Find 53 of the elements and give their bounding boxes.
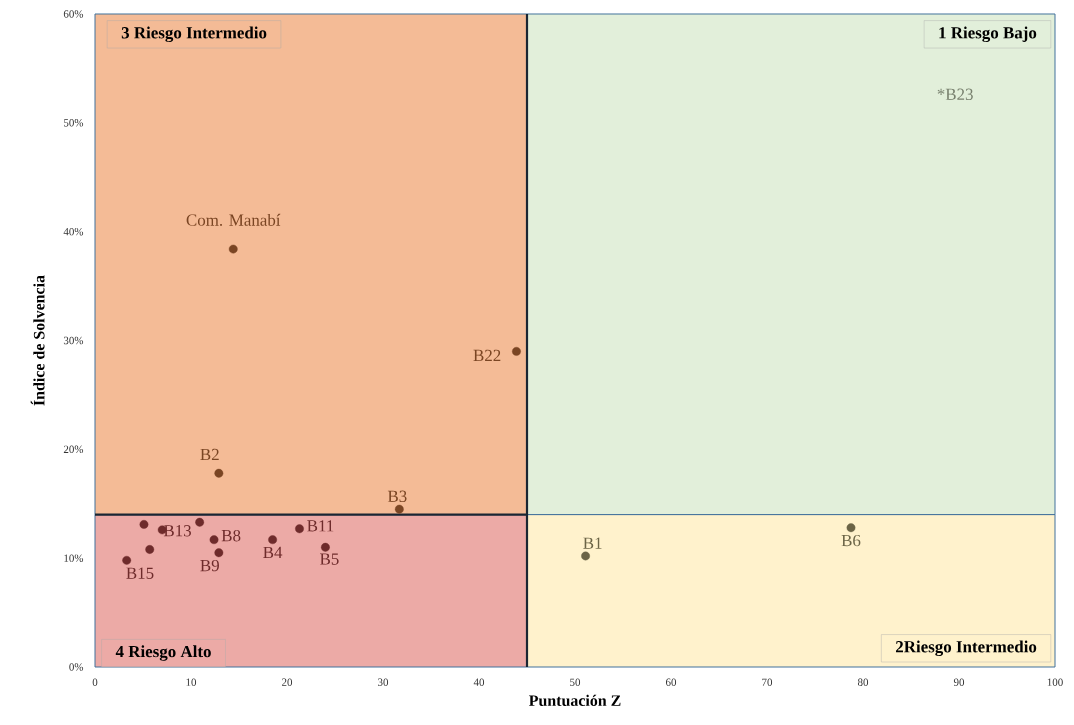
y-tick-label: 40% bbox=[63, 227, 84, 236]
x-tick-label: 70 bbox=[762, 678, 773, 686]
x-tick-label: 30 bbox=[378, 678, 389, 686]
x-tick-label: 100 bbox=[1047, 678, 1063, 686]
data-label: B3 bbox=[387, 490, 407, 502]
x-tick-label: 60 bbox=[666, 678, 677, 686]
point bbox=[145, 545, 155, 554]
data-label: B15 bbox=[126, 567, 154, 579]
y-tick-label: 20% bbox=[63, 445, 84, 454]
band-label: 4 Riesgo Alto bbox=[115, 645, 211, 661]
point bbox=[321, 542, 330, 552]
data-label: B5 bbox=[320, 553, 339, 565]
x-tick-label: 20 bbox=[282, 678, 293, 686]
y-axis-title: Índice de Solvencia bbox=[30, 275, 45, 406]
point bbox=[228, 244, 238, 254]
data-label: B22 bbox=[473, 349, 501, 362]
point bbox=[581, 551, 590, 561]
data-label: B2 bbox=[200, 448, 219, 461]
x-tick-label: 40 bbox=[473, 678, 485, 686]
data-label: B9 bbox=[200, 559, 219, 572]
data-label: B11 bbox=[307, 520, 334, 532]
point bbox=[214, 548, 224, 558]
point bbox=[139, 520, 149, 529]
point bbox=[214, 468, 224, 478]
y-tick-label: 10% bbox=[64, 554, 84, 562]
y-tick-label: 30% bbox=[63, 336, 84, 345]
data-label: B6 bbox=[841, 534, 861, 547]
point bbox=[268, 535, 277, 545]
band-label: 1 Riesgo Bajo bbox=[939, 26, 1037, 43]
point bbox=[512, 347, 521, 356]
band-label: 2Riesgo Intermedio bbox=[895, 640, 1037, 657]
annotation: *B23 bbox=[937, 88, 973, 101]
data-label: Com. Manabí bbox=[186, 213, 281, 226]
x-axis-title: Puntuación Z bbox=[528, 694, 621, 707]
point bbox=[122, 555, 132, 565]
x-tick-label: 90 bbox=[953, 678, 965, 686]
y-tick-label: 50% bbox=[64, 119, 84, 127]
point bbox=[394, 504, 404, 514]
data-label: B8 bbox=[221, 529, 241, 542]
point bbox=[195, 517, 205, 527]
x-tick-label: 80 bbox=[857, 678, 869, 686]
y-tick-label: 0% bbox=[69, 663, 84, 671]
point bbox=[295, 524, 304, 534]
point bbox=[846, 523, 856, 533]
data-label: B13 bbox=[163, 525, 191, 537]
x-tick-label: 0 bbox=[92, 678, 98, 686]
x-tick-label: 10 bbox=[186, 678, 197, 686]
data-label: B1 bbox=[583, 537, 602, 549]
data-label: B4 bbox=[263, 546, 283, 559]
x-tick-label: 50 bbox=[570, 678, 581, 686]
y-tick-label: 60% bbox=[63, 10, 84, 18]
point bbox=[209, 535, 219, 545]
band-label: 3 Riesgo Intermedio bbox=[121, 26, 267, 43]
